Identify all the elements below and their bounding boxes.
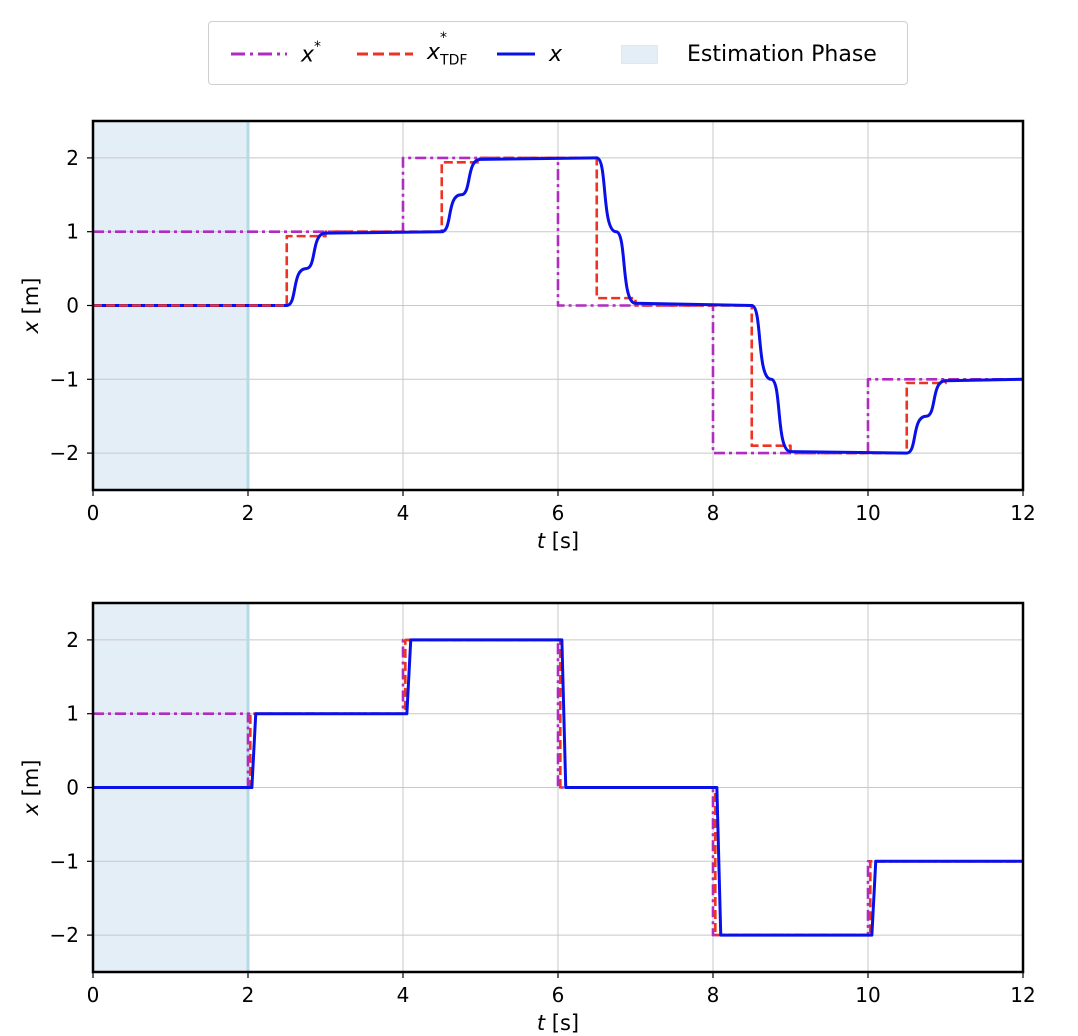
estimation-patch-icon [621, 44, 658, 64]
legend-item-x: x [497, 22, 562, 86]
x-axis-label: t [s] [537, 1011, 579, 1035]
series-solid-line [93, 156, 1023, 455]
dashdot-line-icon [231, 52, 287, 56]
y-tick-label: 1 [66, 220, 79, 244]
x-tick-label: 0 [87, 983, 100, 1007]
y-tick-label: −2 [50, 441, 79, 465]
y-tick-label: 2 [66, 628, 79, 652]
y-tick-label: 1 [66, 702, 79, 726]
x-tick-label: 12 [1010, 983, 1035, 1007]
dashed-line-icon [357, 52, 413, 56]
y-tick-label: −1 [50, 849, 79, 873]
x-tick-label: 10 [855, 501, 880, 525]
x-tick-label: 6 [552, 501, 565, 525]
legend-label: Estimation Phase [687, 41, 877, 67]
y-axis-label: x [m] [19, 278, 43, 335]
legend-label: x* [301, 38, 322, 68]
x-axis-label: t [s] [537, 529, 579, 553]
solid-line-icon [497, 52, 535, 56]
legend: x* x * TDF x Estimation Phase [208, 21, 908, 85]
x-tick-label: 4 [397, 983, 410, 1007]
x-tick-label: 8 [707, 983, 720, 1007]
series-solid-line [93, 638, 1023, 937]
legend-item-estimation-phase: Estimation Phase [621, 22, 877, 86]
legend-label: x [549, 41, 563, 67]
x-tick-label: 4 [397, 501, 410, 525]
x-tick-label: 6 [552, 983, 565, 1007]
x-tick-label: 12 [1010, 501, 1035, 525]
y-tick-label: −1 [50, 367, 79, 391]
x-tick-label: 2 [242, 501, 255, 525]
series-dashdot-line [93, 638, 1023, 937]
legend-item-x-tdf: x * TDF [357, 22, 467, 86]
y-tick-label: 0 [66, 776, 79, 800]
y-tick-label: 2 [66, 146, 79, 170]
x-tick-label: 10 [855, 983, 880, 1007]
y-tick-label: −2 [50, 923, 79, 947]
x-tick-label: 2 [242, 983, 255, 1007]
x-tick-label: 0 [87, 501, 100, 525]
x-tick-label: 8 [707, 501, 720, 525]
y-axis-label: x [m] [19, 760, 43, 817]
legend-item-x-star: x* [231, 22, 321, 86]
y-tick-label: 0 [66, 294, 79, 318]
legend-label: x * TDF [427, 29, 468, 69]
